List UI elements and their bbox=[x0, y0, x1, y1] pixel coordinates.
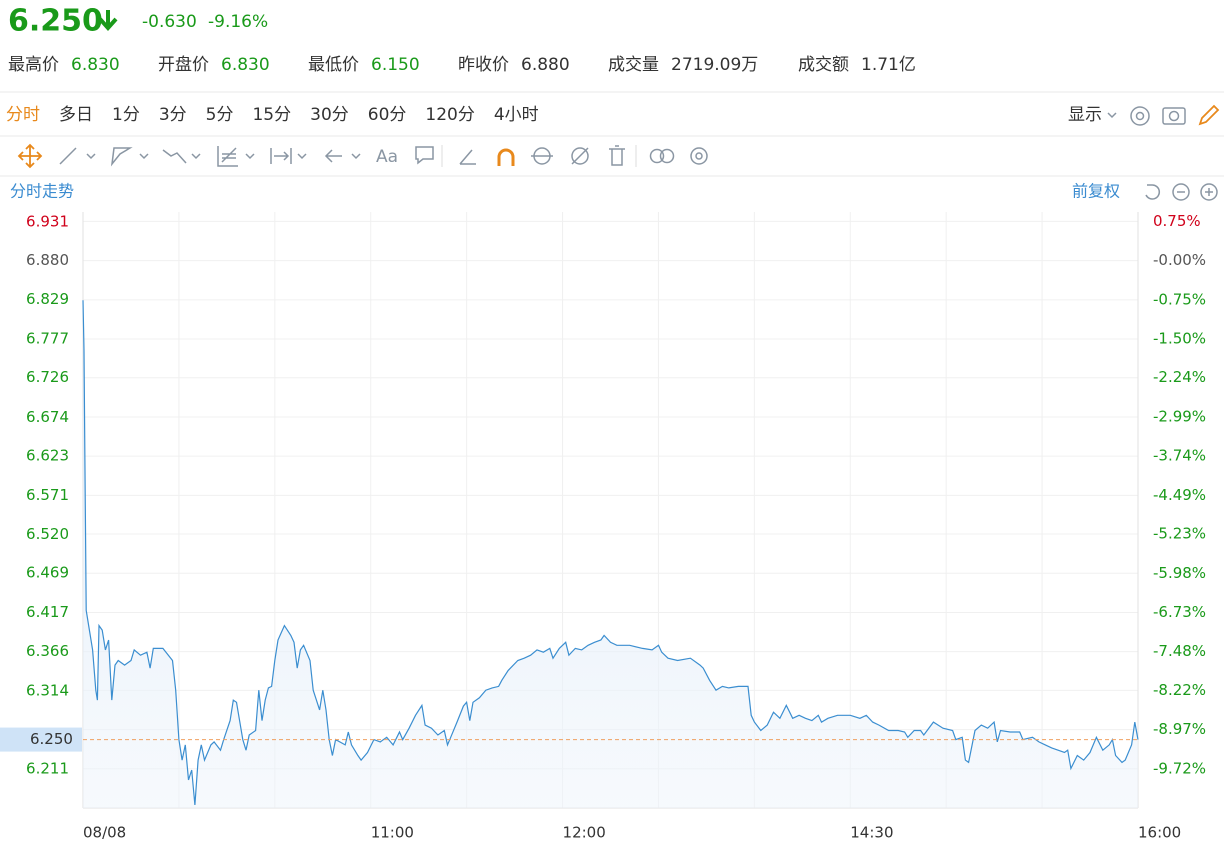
y2-tick-label: -8.22% bbox=[1153, 681, 1206, 699]
adjust-label[interactable]: 前复权 bbox=[1072, 182, 1120, 201]
lock-tool[interactable] bbox=[531, 147, 553, 165]
period-tab[interactable]: 15分 bbox=[252, 105, 291, 125]
y2-tick-label: -6.73% bbox=[1153, 603, 1206, 621]
period-tab[interactable]: 30分 bbox=[310, 105, 349, 125]
reset-icon[interactable] bbox=[1145, 184, 1161, 200]
compare-tool[interactable] bbox=[649, 148, 675, 164]
chevron bbox=[351, 153, 361, 160]
y-tick-label: 6.417 bbox=[26, 603, 69, 621]
stat-value: 6.830 bbox=[221, 55, 270, 75]
chevron bbox=[191, 153, 201, 160]
price-line bbox=[82, 300, 1139, 806]
y-tick-label: 6.880 bbox=[26, 251, 69, 269]
stat-value: 6.880 bbox=[521, 55, 570, 75]
x-tick-label: 08/08 bbox=[83, 824, 126, 842]
period-tab[interactable]: 60分 bbox=[368, 105, 407, 125]
period-tab[interactable]: 120分 bbox=[425, 105, 474, 125]
x-tick-label: 12:00 bbox=[563, 824, 606, 842]
y2-tick-label: -8.97% bbox=[1153, 720, 1206, 738]
y-tick-label: 6.777 bbox=[26, 329, 69, 347]
arrow-tool[interactable] bbox=[324, 149, 342, 163]
y-tick-label: 6.314 bbox=[26, 681, 69, 699]
period-tab[interactable]: 分时 bbox=[6, 105, 40, 125]
period-tab[interactable]: 多日 bbox=[59, 105, 93, 125]
y-tick-label: 6.366 bbox=[26, 642, 69, 660]
magnet-tool[interactable] bbox=[497, 148, 515, 166]
stat-label: 最高价 bbox=[8, 55, 59, 75]
shape-tool[interactable] bbox=[110, 147, 133, 167]
stat-value: 6.150 bbox=[371, 55, 420, 75]
x-tick-label: 11:00 bbox=[371, 824, 414, 842]
y-tick-label: 6.571 bbox=[26, 486, 69, 504]
y2-tick-label: -5.23% bbox=[1153, 525, 1206, 543]
chart-title: 分时走势 bbox=[10, 182, 74, 201]
y2-tick-label: -9.72% bbox=[1153, 759, 1206, 777]
y2-tick-label: -2.99% bbox=[1153, 407, 1206, 425]
y2-tick-label: -0.00% bbox=[1153, 251, 1206, 269]
display-menu[interactable]: 显示 bbox=[1068, 105, 1102, 125]
y-tick-label: 6.211 bbox=[26, 760, 69, 778]
y2-tick-label: -5.98% bbox=[1153, 564, 1206, 582]
zoom-out[interactable] bbox=[1172, 183, 1190, 201]
y2-tick-label: -0.75% bbox=[1153, 290, 1206, 308]
hide-tool[interactable] bbox=[571, 147, 589, 165]
current-price-box bbox=[0, 727, 82, 752]
fib-tool[interactable] bbox=[217, 146, 238, 167]
comment-tool[interactable] bbox=[415, 146, 434, 165]
stat-label: 成交额 bbox=[798, 55, 849, 75]
range-tool[interactable] bbox=[270, 148, 292, 164]
chart-settings[interactable] bbox=[690, 147, 708, 165]
price: 6.250 bbox=[8, 4, 103, 39]
y-tick-label: 6.520 bbox=[26, 525, 69, 543]
stat-label: 最低价 bbox=[308, 55, 359, 75]
y2-tick-label: -1.50% bbox=[1153, 330, 1206, 348]
y-tick-label: 6.469 bbox=[26, 564, 69, 582]
pencil-icon[interactable] bbox=[1198, 104, 1220, 126]
price-change-pct: -9.16% bbox=[208, 12, 268, 32]
y2-tick-label: -2.24% bbox=[1153, 368, 1206, 386]
current-price-label: 6.250 bbox=[30, 730, 73, 748]
zoom-in[interactable] bbox=[1200, 183, 1218, 201]
y-tick-label: 6.931 bbox=[26, 212, 69, 230]
y-tick-label: 6.623 bbox=[26, 447, 69, 465]
move-tool[interactable] bbox=[17, 143, 43, 169]
price-change: -0.630 bbox=[142, 12, 197, 32]
text-tool[interactable]: Aa bbox=[376, 147, 398, 167]
y2-tick-label: -3.74% bbox=[1153, 447, 1206, 465]
angle-tool[interactable] bbox=[459, 149, 476, 165]
down-arrow bbox=[98, 10, 118, 32]
x-tick-label: 16:00 bbox=[1138, 824, 1181, 842]
period-tab[interactable]: 1分 bbox=[112, 105, 140, 125]
camera-icon[interactable] bbox=[1162, 107, 1186, 125]
area bbox=[83, 300, 1138, 808]
chevron bbox=[297, 153, 307, 160]
line-tool[interactable] bbox=[59, 147, 77, 165]
toolbar bbox=[17, 143, 708, 169]
y-tick-label: 6.726 bbox=[26, 368, 69, 386]
stat-label: 开盘价 bbox=[158, 55, 209, 75]
chevron bbox=[86, 153, 96, 160]
stat-label: 成交量 bbox=[608, 55, 659, 75]
chevron bbox=[245, 153, 255, 160]
y2-tick-label: 0.75% bbox=[1153, 212, 1201, 230]
period-tab[interactable]: 5分 bbox=[206, 105, 234, 125]
wave-tool[interactable] bbox=[162, 149, 187, 164]
stat-value: 6.830 bbox=[71, 55, 120, 75]
chevron bbox=[139, 153, 149, 160]
delete-tool[interactable] bbox=[609, 145, 625, 166]
x-tick-label: 14:30 bbox=[850, 824, 893, 842]
stat-value: 2719.09万 bbox=[671, 55, 758, 75]
chevron bbox=[1107, 112, 1117, 119]
y-tick-label: 6.829 bbox=[26, 290, 69, 308]
stat-label: 昨收价 bbox=[458, 55, 509, 75]
period-tab[interactable]: 3分 bbox=[159, 105, 187, 125]
period-tab[interactable]: 4小时 bbox=[494, 105, 539, 125]
stat-value: 1.71亿 bbox=[861, 55, 916, 75]
settings-icon[interactable] bbox=[1130, 106, 1150, 126]
y2-tick-label: -7.48% bbox=[1153, 642, 1206, 660]
y2-tick-label: -4.49% bbox=[1153, 486, 1206, 504]
y-tick-label: 6.674 bbox=[26, 408, 69, 426]
